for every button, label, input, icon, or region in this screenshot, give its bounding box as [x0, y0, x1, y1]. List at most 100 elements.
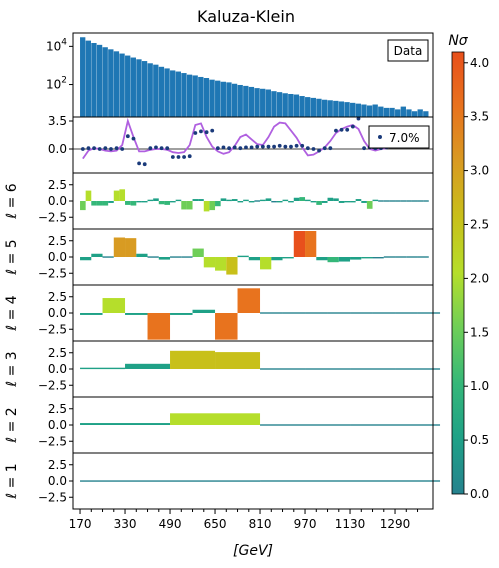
histogram-bar — [254, 88, 260, 117]
significance-point — [255, 144, 260, 149]
histogram-bar — [411, 111, 418, 117]
significance-point — [165, 146, 170, 151]
wavelet-bar — [254, 200, 261, 202]
significance-legend-box — [368, 125, 430, 149]
wavelet-bar — [119, 189, 126, 201]
wavelet-bar — [215, 352, 261, 369]
colorbar-tick-label: 2.5 — [470, 217, 489, 231]
histogram-bar — [102, 47, 108, 117]
wavelet-bar — [260, 199, 266, 202]
x-axis-label: [GeV] — [233, 543, 273, 559]
wavelet-bar — [366, 201, 373, 209]
histogram-legend-label: Data — [394, 44, 423, 58]
wavelet-bar — [372, 257, 384, 259]
significance-point — [260, 144, 265, 149]
significance-point — [350, 124, 355, 129]
significance-point — [131, 136, 136, 141]
histogram-bar — [226, 82, 232, 117]
wavelet-bar — [417, 256, 429, 258]
wavelet-bar — [108, 201, 114, 203]
histogram-bar — [141, 61, 148, 117]
wavelet-bar — [130, 201, 137, 206]
histogram-bar — [282, 93, 288, 117]
histogram-bar — [158, 66, 165, 117]
significance-point — [154, 145, 158, 150]
wavelet-bar — [91, 201, 97, 206]
y-tick-label: −2.5 — [38, 266, 67, 280]
y-tick-label: 0.0 — [48, 362, 67, 376]
histogram-bar — [389, 107, 395, 117]
significance-point — [339, 127, 344, 132]
wavelet-bar — [170, 313, 193, 315]
y-tick-label: 2.5 — [48, 178, 67, 192]
wavelet-bar — [327, 312, 351, 314]
wavelet-bar — [243, 199, 249, 202]
wavelet-bar — [80, 480, 261, 482]
significance-point — [125, 134, 130, 139]
histogram-bar — [350, 102, 356, 117]
significance-point — [328, 146, 333, 151]
significance-point — [199, 129, 203, 134]
wavelet-bar — [125, 363, 171, 369]
histogram-bar — [91, 43, 97, 118]
significance-point — [204, 130, 209, 135]
significance-point — [289, 144, 293, 149]
significance-point — [283, 144, 288, 149]
wavelet-bar — [389, 200, 396, 202]
significance-point — [215, 146, 220, 151]
significance-point — [92, 146, 96, 151]
histogram-bar — [125, 55, 131, 117]
colorbar: 0.0 0.5 1.0 1.5 2.0 2.5 3.0 3.5 4.0Nσ — [448, 33, 489, 501]
significance-point — [238, 146, 243, 151]
y-tick-label: 2.5 — [48, 402, 67, 416]
x-tick-label: 650 — [204, 517, 227, 531]
significance-point — [232, 145, 237, 150]
histogram-bar — [113, 51, 120, 118]
wavelet-bar — [170, 201, 176, 203]
wavelet-bar — [170, 350, 216, 369]
y-tick-label: 2.5 — [48, 346, 67, 360]
wavelet-bar — [215, 313, 238, 340]
wavelet-bar — [125, 201, 131, 205]
wavelet-bar — [271, 201, 277, 203]
y-tick-label: 0.0 — [48, 142, 67, 156]
significance-point — [210, 128, 215, 133]
significance-point — [142, 162, 147, 167]
wavelet-bar — [203, 257, 216, 268]
colorbar-tick-label: 3.0 — [470, 164, 489, 178]
wavelet-bar — [338, 257, 351, 262]
y-tick-label: 104 — [46, 37, 67, 53]
significance-point — [244, 145, 248, 150]
wavelet-bar — [338, 201, 345, 203]
y-tick-label: −2.5 — [38, 322, 67, 336]
wavelet-bar — [350, 312, 373, 314]
histogram-bar — [406, 109, 412, 117]
colorbar-gradient — [451, 51, 465, 495]
histogram-bar — [153, 64, 159, 117]
significance-point — [159, 146, 164, 151]
histogram-bar — [130, 57, 136, 117]
x-tick-label: 810 — [249, 517, 272, 531]
histogram-bar — [299, 96, 305, 117]
wavelet-bar — [316, 257, 328, 261]
wavelet-bar — [198, 199, 204, 201]
wavelet-bar — [350, 201, 356, 203]
histogram-bar — [260, 88, 266, 117]
histogram-bar — [395, 109, 401, 117]
colorbar-tick-label: 3.5 — [470, 110, 489, 124]
wavelet-bar — [226, 199, 232, 202]
wavelet-bar — [305, 199, 311, 202]
y-tick-label: 2.5 — [48, 290, 67, 304]
y-tick-label: 2.5 — [48, 234, 67, 248]
wavelet-bar — [395, 368, 441, 370]
wavelet-bar — [417, 312, 441, 314]
wavelet-bar — [271, 257, 283, 261]
wavelet-bar — [215, 257, 227, 271]
wavelet-bar — [355, 199, 362, 201]
wavelet-level-label: ℓ = 4 — [4, 295, 20, 331]
wavelet-bar — [372, 199, 379, 202]
histogram-bar — [361, 104, 367, 117]
histogram-bar — [383, 107, 390, 117]
wavelet-bar — [147, 313, 171, 340]
